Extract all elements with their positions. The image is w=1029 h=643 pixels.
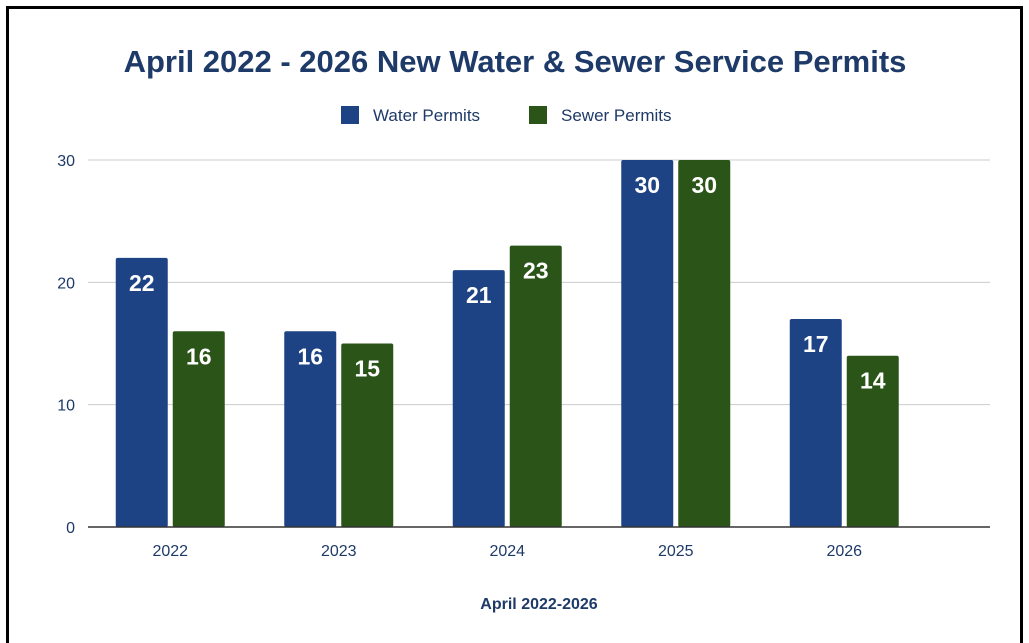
legend-label-sewer: Sewer Permits	[561, 106, 672, 125]
bar-label-sewer-2025: 30	[691, 172, 717, 198]
y-tick-label: 0	[66, 520, 75, 537]
bar-label-sewer-2023: 15	[354, 356, 380, 382]
bar-label-water-2024: 21	[466, 282, 492, 308]
x-tick-label: 2025	[658, 543, 694, 560]
legend-swatch-water	[341, 106, 359, 124]
bar-sewer-2023	[341, 343, 394, 527]
y-tick-label: 10	[57, 398, 75, 415]
x-tick-label: 2022	[152, 543, 188, 560]
bar-label-water-2022: 22	[129, 270, 155, 296]
y-tick-label: 20	[57, 275, 75, 292]
bar-water-2023	[284, 331, 337, 527]
bar-sewer-2026	[846, 355, 899, 527]
legend: Water Permits Sewer Permits	[341, 106, 672, 125]
bar-label-water-2025: 30	[634, 172, 660, 198]
x-axis-title: April 2022-2026	[480, 596, 598, 613]
x-tick-label: 2026	[826, 543, 862, 560]
bar-water-2026	[789, 319, 842, 527]
bar-label-sewer-2024: 23	[523, 258, 549, 284]
bar-water-2022	[115, 257, 168, 527]
x-tick-label: 2023	[321, 543, 357, 560]
legend-label-water: Water Permits	[373, 106, 480, 125]
bar-water-2025	[621, 160, 674, 527]
y-tick-label: 30	[57, 153, 75, 170]
bar-value-labels: 22 16 16 15 21 23 30 30 17 14	[129, 172, 886, 394]
x-tick-label: 2024	[489, 543, 525, 560]
bar-sewer-2022	[172, 331, 225, 527]
bar-sewer-2024	[509, 245, 562, 527]
bars	[115, 160, 899, 527]
bar-label-sewer-2022: 16	[186, 343, 212, 369]
bar-label-water-2026: 17	[803, 331, 829, 357]
bar-label-water-2023: 16	[297, 343, 323, 369]
y-axis-ticks: 0 10 20 30	[57, 153, 75, 537]
legend-swatch-sewer	[529, 106, 547, 124]
bar-label-sewer-2026: 14	[860, 368, 886, 394]
chart-title: April 2022 - 2026 New Water & Sewer Serv…	[124, 44, 907, 79]
x-axis-ticks: 2022 2023 2024 2025 2026	[152, 543, 862, 560]
bar-sewer-2025	[678, 160, 731, 527]
bar-water-2024	[452, 270, 505, 527]
